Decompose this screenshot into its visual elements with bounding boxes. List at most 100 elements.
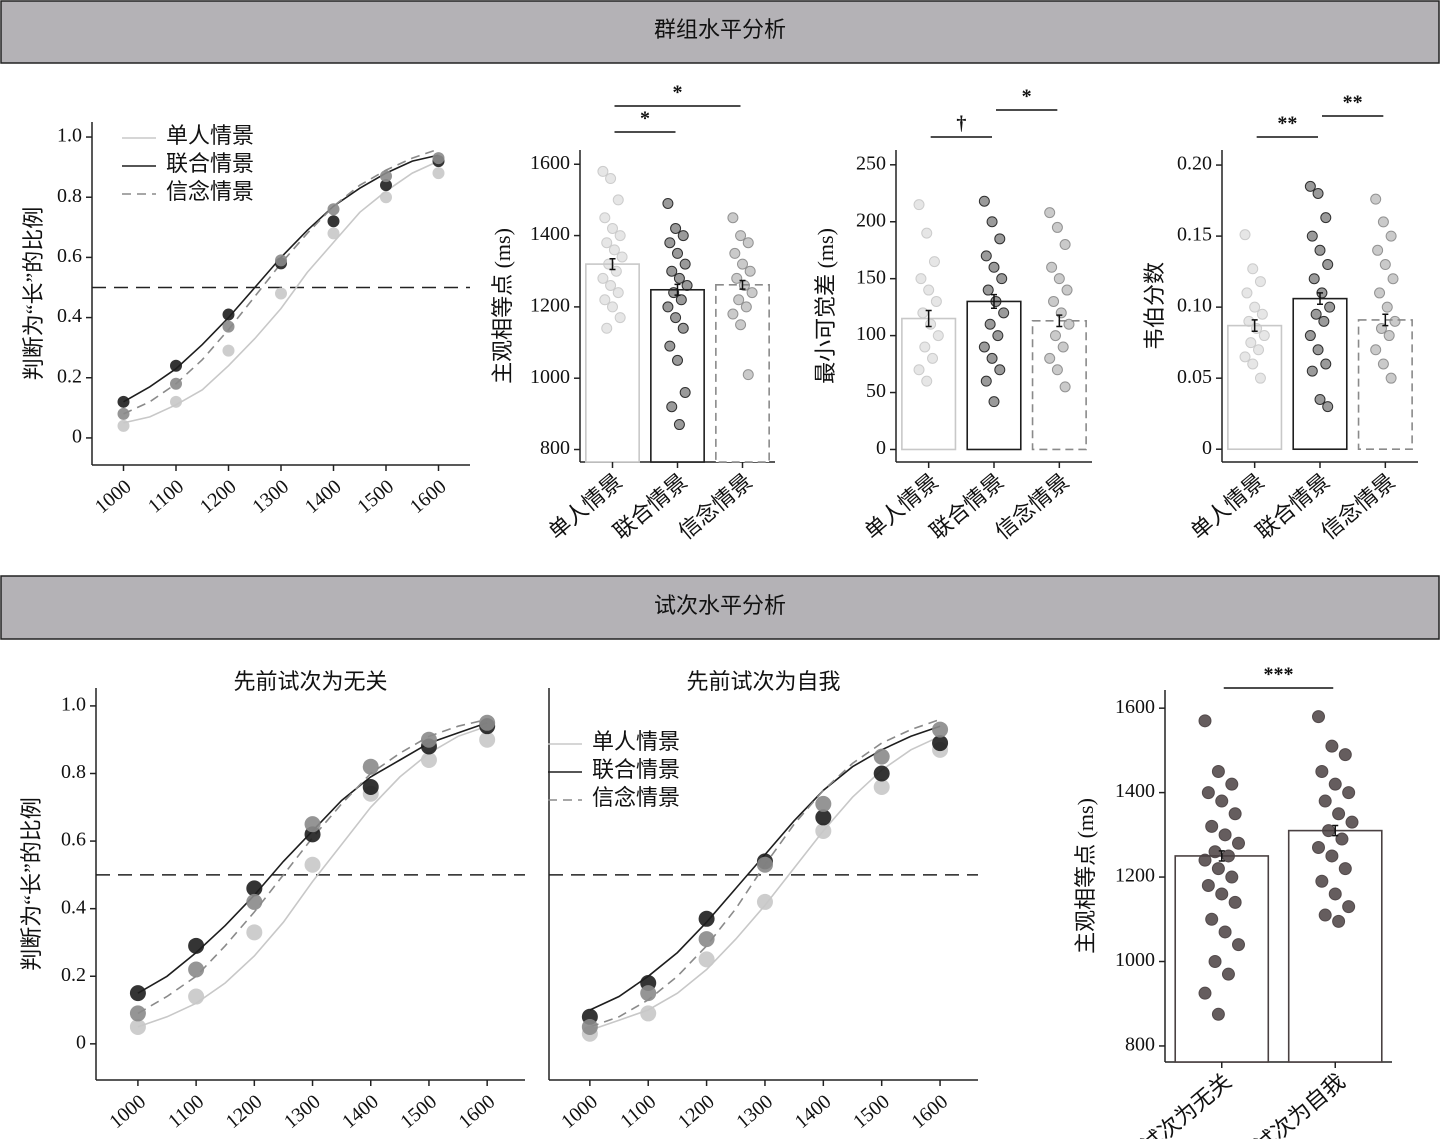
data-point: [380, 191, 392, 204]
data-point: [380, 170, 392, 183]
jitter-point: [1061, 284, 1073, 296]
jitter-point: [1387, 273, 1399, 285]
data-point: [873, 779, 890, 796]
data-point: [327, 203, 340, 216]
x-tick-label: 1300: [280, 1090, 325, 1133]
x-tick-label: 1400: [338, 1090, 383, 1133]
jitter-point: [930, 295, 942, 307]
jitter-point: [672, 354, 683, 366]
jitter-point: [1345, 815, 1359, 829]
data-point: [432, 152, 445, 165]
jitter-point: [994, 364, 1006, 376]
bar: [1287, 829, 1383, 1063]
jitter-point: [1225, 870, 1239, 884]
jitter-point: [1304, 330, 1316, 342]
bar: [650, 288, 705, 463]
y-tick-label: 0: [72, 426, 82, 448]
jitter-point: [1322, 824, 1336, 838]
jitter-point: [994, 233, 1006, 245]
jitter-point: [1247, 358, 1259, 370]
error-bar: [739, 279, 746, 290]
jitter-point: [1381, 301, 1393, 313]
jitter-point: [1225, 777, 1239, 791]
legend-label: 单人情景: [166, 123, 254, 148]
y-tick-label: 1200: [530, 294, 570, 316]
bar: [1031, 320, 1087, 451]
error-bar: [1332, 824, 1339, 837]
jitter-point: [601, 237, 613, 249]
data-point: [756, 856, 773, 873]
jitter-point: [672, 247, 683, 259]
data-point: [581, 1018, 598, 1035]
y-tick-label: 200: [856, 209, 886, 231]
jitter-point: [1312, 344, 1324, 356]
header-title: 群组水平分析: [654, 17, 786, 42]
data-point: [275, 287, 287, 300]
jitter-point: [1198, 853, 1212, 867]
jitter-point: [601, 322, 613, 334]
error-bar: [925, 309, 932, 328]
jitter-point: [919, 341, 931, 353]
data-point: [327, 215, 340, 228]
jitter-point: [1059, 381, 1071, 393]
data-point: [380, 179, 392, 192]
data-point: [640, 985, 657, 1002]
y-tick-label: 100: [856, 323, 886, 345]
jitter-point: [917, 307, 929, 319]
jitter-point: [988, 261, 1000, 273]
jitter-point: [1254, 276, 1266, 288]
y-tick-label: 1600: [1115, 696, 1155, 718]
jitter-point: [1051, 364, 1063, 376]
x-tick-label: 1300: [248, 475, 293, 518]
error-bar: [1382, 313, 1389, 327]
jitter-point: [1304, 180, 1316, 192]
data-point: [873, 765, 890, 782]
jitter-point: [735, 230, 747, 242]
bar: [901, 317, 957, 451]
jitter-point: [679, 258, 691, 270]
jitter-point: [607, 222, 618, 234]
header-title: 试次水平分析: [654, 593, 786, 618]
data-point: [117, 395, 130, 408]
jitter-point: [1324, 301, 1336, 313]
data-point: [304, 816, 321, 833]
jitter-point: [607, 301, 618, 313]
jitter-point: [1243, 315, 1255, 327]
jitter-point: [1318, 908, 1332, 922]
jitter-point: [1332, 914, 1346, 928]
jitter-point: [1215, 794, 1229, 808]
jitter-point: [597, 272, 609, 284]
y-axis-label: 韦伯分数: [1142, 262, 1167, 350]
jitter-point: [932, 330, 944, 342]
x-tick-label: 信念情景: [990, 469, 1073, 545]
y-tick-label: 0.05: [1177, 366, 1212, 388]
jitter-point: [1249, 301, 1261, 313]
error-bar: [1218, 850, 1225, 862]
y-tick-label: 0.6: [61, 829, 86, 851]
data-point: [222, 344, 235, 357]
y-tick-label: 0.4: [57, 305, 82, 327]
jitter-point: [927, 352, 939, 364]
jitter-point: [1325, 739, 1339, 753]
y-tick-label: 0: [76, 1031, 86, 1053]
jitter-point: [616, 251, 628, 263]
x-tick-label: 信念情景: [1316, 469, 1399, 545]
x-tick-label: 1100: [144, 475, 188, 517]
jitter-point: [662, 301, 674, 313]
data-point: [420, 731, 437, 748]
jitter-point: [1048, 295, 1060, 307]
data-point: [117, 419, 130, 432]
y-tick-label: 1.0: [57, 125, 82, 147]
data-point: [756, 893, 773, 910]
jitter-point: [673, 419, 685, 431]
jitter-point: [737, 258, 748, 270]
jitter-point: [1044, 207, 1056, 219]
jitter-point: [1208, 955, 1222, 969]
jitter-point: [980, 250, 992, 262]
error-bar: [991, 293, 997, 310]
jitter-point: [1338, 862, 1352, 876]
significance-label: *: [673, 82, 683, 104]
data-point: [873, 748, 890, 765]
jitter-point: [978, 341, 990, 353]
x-tick-label: 先前试次为自我: [1216, 1069, 1350, 1139]
